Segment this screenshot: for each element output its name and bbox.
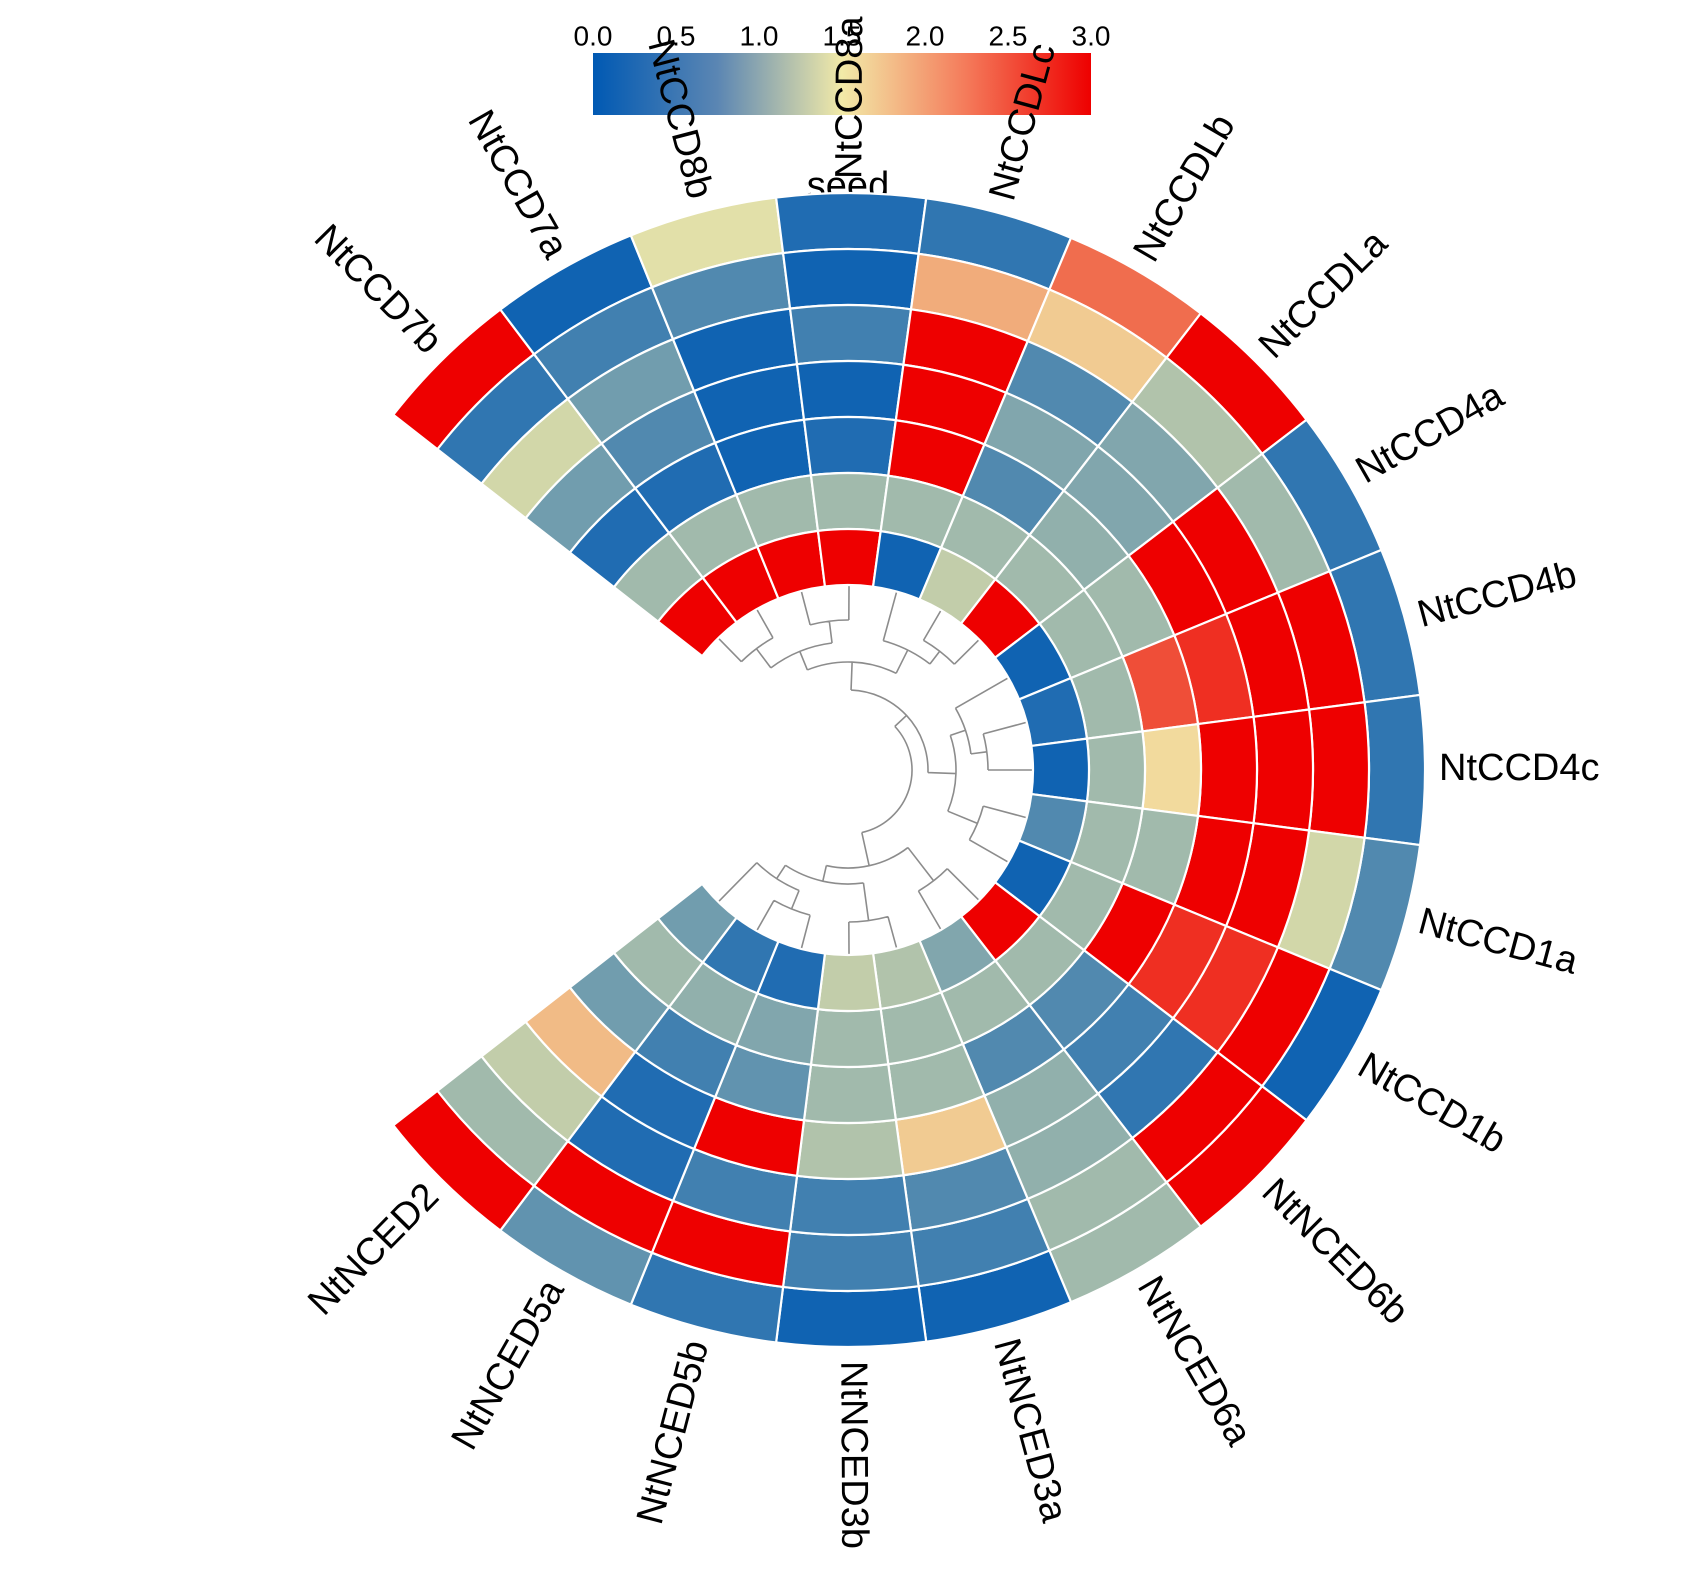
colorbar bbox=[593, 53, 1091, 115]
heatmap-cell-ntnced3b-upper-leaf bbox=[802, 1063, 898, 1125]
gene-label-ntccd7a: NtCCD7a bbox=[459, 103, 576, 266]
gene-label-ntccd1b: NtCCD1b bbox=[1351, 1045, 1513, 1162]
gene-label-ntnced6a: NtNCED6a bbox=[1129, 1269, 1260, 1453]
heatmap-cell-ntnced3b-flower bbox=[781, 1229, 920, 1293]
heatmap-cell-ntnced3b-lugs bbox=[788, 1173, 913, 1237]
heatmap-cell-ntccd8a-stem bbox=[809, 471, 890, 533]
gene-label-ntccd4a: NtCCD4a bbox=[1349, 374, 1512, 492]
heatmap-cell-ntccd8a-middle-leaf bbox=[795, 359, 905, 422]
gene-label-ntnced3b: NtNCED3b bbox=[832, 1361, 875, 1549]
gene-label-ntccdla: NtCCDLa bbox=[1251, 222, 1397, 367]
heatmap-cell-ntccd4c-flower bbox=[1307, 700, 1371, 840]
gene-label-ntccd4b: NtCCD4b bbox=[1413, 553, 1581, 636]
heatmap-cells bbox=[391, 191, 1427, 1349]
gene-label-ntnced2: NtNCED2 bbox=[300, 1175, 447, 1323]
gene-label-ntccd1a: NtCCD1a bbox=[1414, 900, 1583, 983]
colorbar-tick-label: 0.0 bbox=[574, 20, 613, 51]
gene-label-ntccd7b: NtCCD7b bbox=[306, 217, 450, 362]
heatmap-cell-ntccd4c-lugs bbox=[1252, 708, 1315, 832]
heatmap-cell-ntccd8a-flower bbox=[781, 247, 920, 311]
heatmap-cell-ntccd4c-seed bbox=[1363, 693, 1427, 847]
heatmap-cell-ntccd4c-root bbox=[1030, 737, 1091, 803]
gene-label-ntnced5a: NtNCED5a bbox=[444, 1272, 574, 1457]
heatmap-cell-ntccd4c-stem bbox=[1085, 730, 1147, 810]
gene-label-ntccdlb: NtCCDLb bbox=[1126, 107, 1244, 269]
heatmap-cell-ntccd4c-upper-leaf bbox=[1141, 722, 1203, 818]
gene-label-ntnced6b: NtNCED6b bbox=[1254, 1170, 1417, 1332]
heatmap-cell-ntccd8a-seed bbox=[774, 191, 928, 256]
color-legend: 0.0 0.5 1.0 1.5 2.0 2.5 3.0 bbox=[574, 20, 1111, 115]
heatmap-cell-ntccd8a-root bbox=[816, 527, 882, 588]
colorbar-tick-label: 2.5 bbox=[989, 20, 1028, 51]
gene-label-ntnced3a: NtNCED3a bbox=[985, 1334, 1075, 1527]
heatmap-cell-ntnced2-root bbox=[656, 882, 739, 964]
colorbar-tick-label: 1.0 bbox=[740, 20, 779, 51]
dendrogram-branches bbox=[717, 584, 1033, 956]
heatmap-cell-ntnced3b-stem bbox=[809, 1007, 890, 1069]
colorbar-ticks: 0.0 0.5 1.0 1.5 2.0 2.5 3.0 bbox=[574, 20, 1111, 51]
gene-label-ntnced5b: NtNCED5b bbox=[629, 1336, 717, 1528]
heatmap-cell-ntnced3b-seed bbox=[774, 1284, 928, 1349]
colorbar-tick-label: 1.5 bbox=[823, 20, 862, 51]
heatmap-cell-ntccd8a-upper-leaf bbox=[802, 415, 898, 477]
colorbar-tick-label: 2.0 bbox=[906, 20, 945, 51]
heatmap-cell-ntnced3b-root bbox=[816, 952, 882, 1013]
heatmap-cell-ntnced3b-middle-leaf bbox=[795, 1118, 905, 1181]
colorbar-tick-label: 0.5 bbox=[657, 20, 696, 51]
heatmap-cell-ntccd4c-middle-leaf bbox=[1196, 715, 1259, 825]
colorbar-tick-label: 3.0 bbox=[1072, 20, 1111, 51]
gene-label-ntccd8a: NtCCD8a bbox=[828, 15, 871, 179]
gene-label-ntccd4c: NtCCD4c bbox=[1439, 747, 1599, 789]
dendrogram bbox=[717, 584, 1033, 956]
heatmap-cell-ntccd8a-lugs bbox=[788, 303, 913, 367]
